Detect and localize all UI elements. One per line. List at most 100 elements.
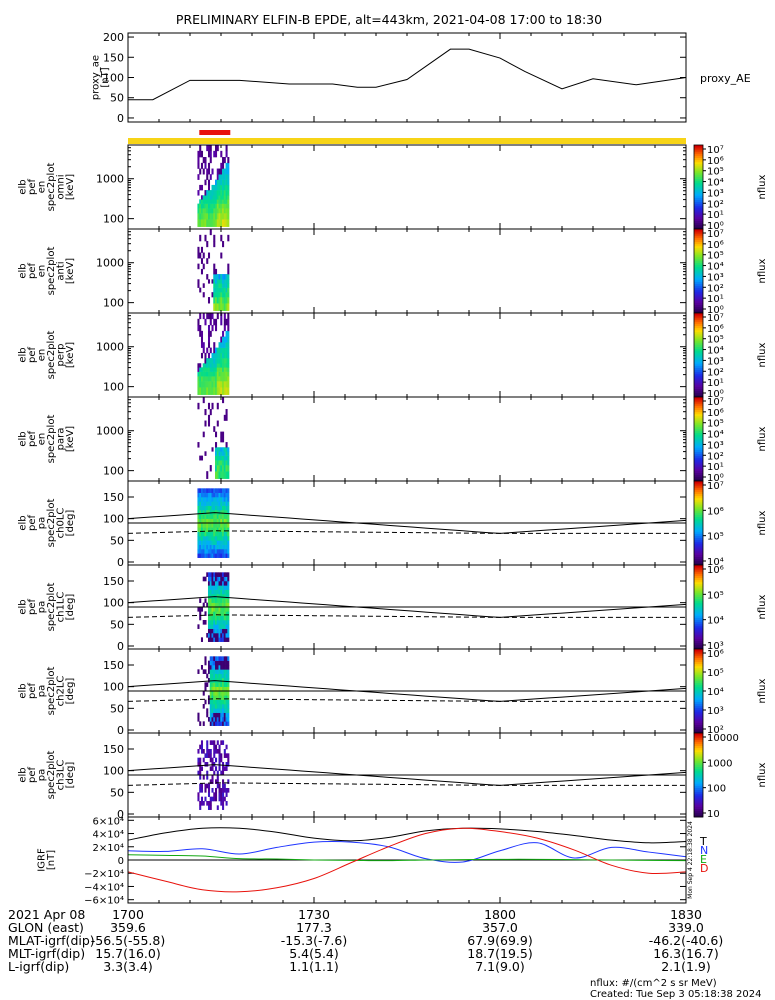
ch1-cell xyxy=(215,607,218,612)
ch0-colorbar-step xyxy=(694,546,703,549)
perp-cell xyxy=(218,371,221,377)
para-cell xyxy=(206,471,209,479)
omni-cell xyxy=(223,199,226,204)
igrf-series-d xyxy=(127,827,687,893)
ch2-cell xyxy=(216,673,219,679)
anti-cell xyxy=(204,234,207,242)
perp-cell xyxy=(216,367,219,372)
para-colorbar-step xyxy=(694,441,703,444)
ch0-cell xyxy=(223,501,226,506)
ch3-cell xyxy=(220,757,223,763)
ch1-cell xyxy=(213,581,216,586)
ch0-cell xyxy=(197,497,200,502)
omni-cell xyxy=(211,184,214,191)
created-note: Created: Tue Sep 3 05:18:38 2024 xyxy=(590,989,762,1000)
ch0-cell xyxy=(227,488,230,493)
ch0-cell xyxy=(202,523,205,528)
ch3-ylabel-line: pa xyxy=(36,769,47,781)
anti-colorbar-tick-label: 10⁵ xyxy=(707,251,724,262)
anti-ylabel-line: anti xyxy=(55,261,66,280)
ch3-cell xyxy=(213,770,216,776)
perp-cell xyxy=(199,325,202,332)
ch1-cell xyxy=(223,598,226,603)
omni-cell xyxy=(204,208,207,214)
ch1-cell xyxy=(220,585,223,590)
ch0-cell xyxy=(227,518,230,524)
ch0-cell xyxy=(222,536,225,541)
ch0-cell xyxy=(227,523,230,528)
perp-cell xyxy=(223,381,226,388)
omni-cell xyxy=(227,199,230,204)
ch0-colorbar-step xyxy=(694,531,703,534)
ch0-cell xyxy=(211,536,214,541)
ch3-cell xyxy=(211,775,214,780)
igrf-ytick-label: 6×10⁴ xyxy=(93,816,124,827)
omni-cell xyxy=(209,195,212,200)
omni-cell xyxy=(215,203,218,209)
perp-cell xyxy=(207,387,211,395)
omni-cell xyxy=(209,174,212,180)
ch1-cell xyxy=(218,633,221,638)
ch3-cell xyxy=(220,753,223,758)
para-cell xyxy=(197,402,200,410)
ch0-colorbar-step xyxy=(694,562,703,566)
ch0-cell xyxy=(222,497,225,502)
ch0-colorbar-step xyxy=(694,535,703,539)
ch1-cell xyxy=(211,589,214,595)
omni-cell xyxy=(223,203,226,209)
perp-cell xyxy=(207,367,211,372)
ch3-cell xyxy=(207,801,211,806)
perp-cell xyxy=(202,313,205,320)
igrf-ytick-label: 0 xyxy=(118,856,124,867)
perp-cell xyxy=(209,367,212,372)
perp-cell xyxy=(213,371,216,377)
ch1-cell xyxy=(215,620,218,625)
ch2-cell xyxy=(227,660,230,666)
ch0-cell xyxy=(218,505,221,511)
ch0-cell xyxy=(213,523,216,528)
omni-cell xyxy=(204,162,207,169)
ch0-cell xyxy=(209,492,212,498)
omni-colorbar-tick-label: 10² xyxy=(707,199,724,210)
ch0-cell xyxy=(209,536,212,541)
ch1-cell xyxy=(227,637,230,642)
proxy-ae-ytick-label: 50 xyxy=(110,92,124,105)
para-colorbar-step xyxy=(694,466,703,469)
omni-cell xyxy=(202,195,205,200)
para-cell xyxy=(204,420,207,427)
anti-cell xyxy=(223,287,226,293)
ch1-cell xyxy=(215,628,218,634)
ch0-cell xyxy=(197,501,200,506)
omni-ytick-label: 1000 xyxy=(96,173,124,186)
perp-cell xyxy=(223,347,226,354)
omni-cell xyxy=(218,179,221,186)
ch0-cell xyxy=(202,544,205,550)
igrf-series-t xyxy=(127,827,687,844)
ch0-cell xyxy=(199,549,202,554)
perp-colorbar-step xyxy=(694,382,703,385)
ch1-cell xyxy=(227,611,230,616)
ch0-cell xyxy=(206,549,209,554)
ch3-cell xyxy=(207,788,211,793)
ch0-cell xyxy=(222,523,225,528)
ch2-cell xyxy=(213,712,216,718)
ch1-cell xyxy=(215,598,218,603)
ch0-cell xyxy=(215,523,218,528)
anti-colorbar-step xyxy=(694,306,703,310)
ch2-cell xyxy=(227,682,230,687)
ch2-cell xyxy=(216,656,219,661)
ch3-cell xyxy=(227,753,230,758)
omni-cell xyxy=(216,199,219,204)
ch3-cell xyxy=(218,796,221,802)
ch1-cell xyxy=(199,598,202,603)
ch2-cell xyxy=(218,712,221,718)
ch1-cell xyxy=(216,637,219,642)
ch3-cell xyxy=(223,783,226,789)
ch1-cell xyxy=(207,607,211,612)
ch0-cell xyxy=(218,501,221,506)
anti-cell xyxy=(202,252,205,259)
ch1-cell xyxy=(216,598,219,603)
perp-cell xyxy=(216,358,219,364)
ch1-ylabel-line: pa xyxy=(36,601,47,613)
